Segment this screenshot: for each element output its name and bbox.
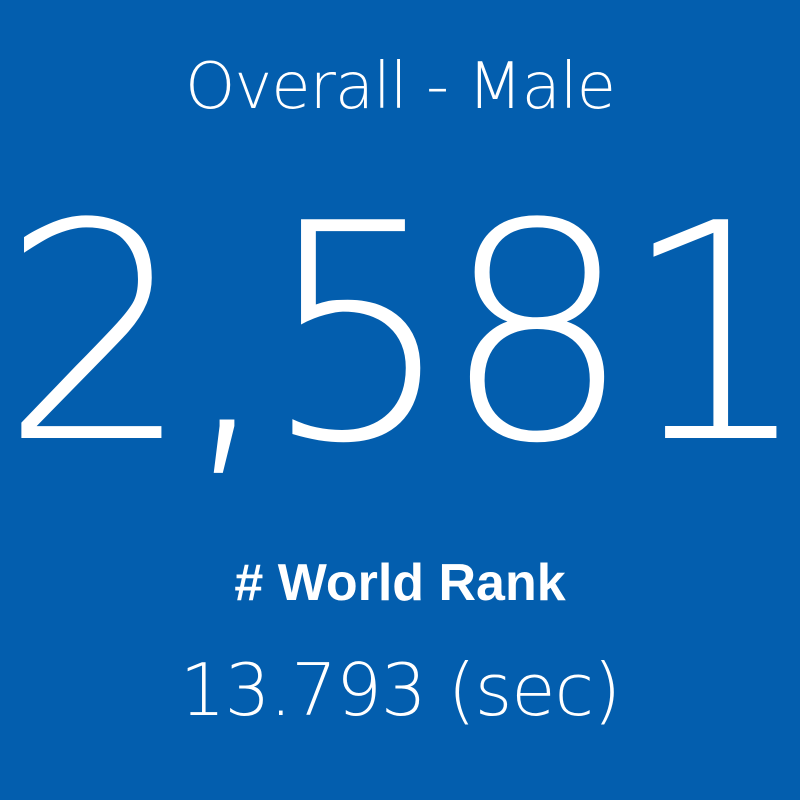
rank-value: 2,581: [0, 160, 800, 509]
tile-title: Overall - Male: [184, 50, 616, 124]
time-value: 13.793 (sec): [179, 648, 621, 732]
rank-label: # World Rank: [234, 554, 566, 612]
